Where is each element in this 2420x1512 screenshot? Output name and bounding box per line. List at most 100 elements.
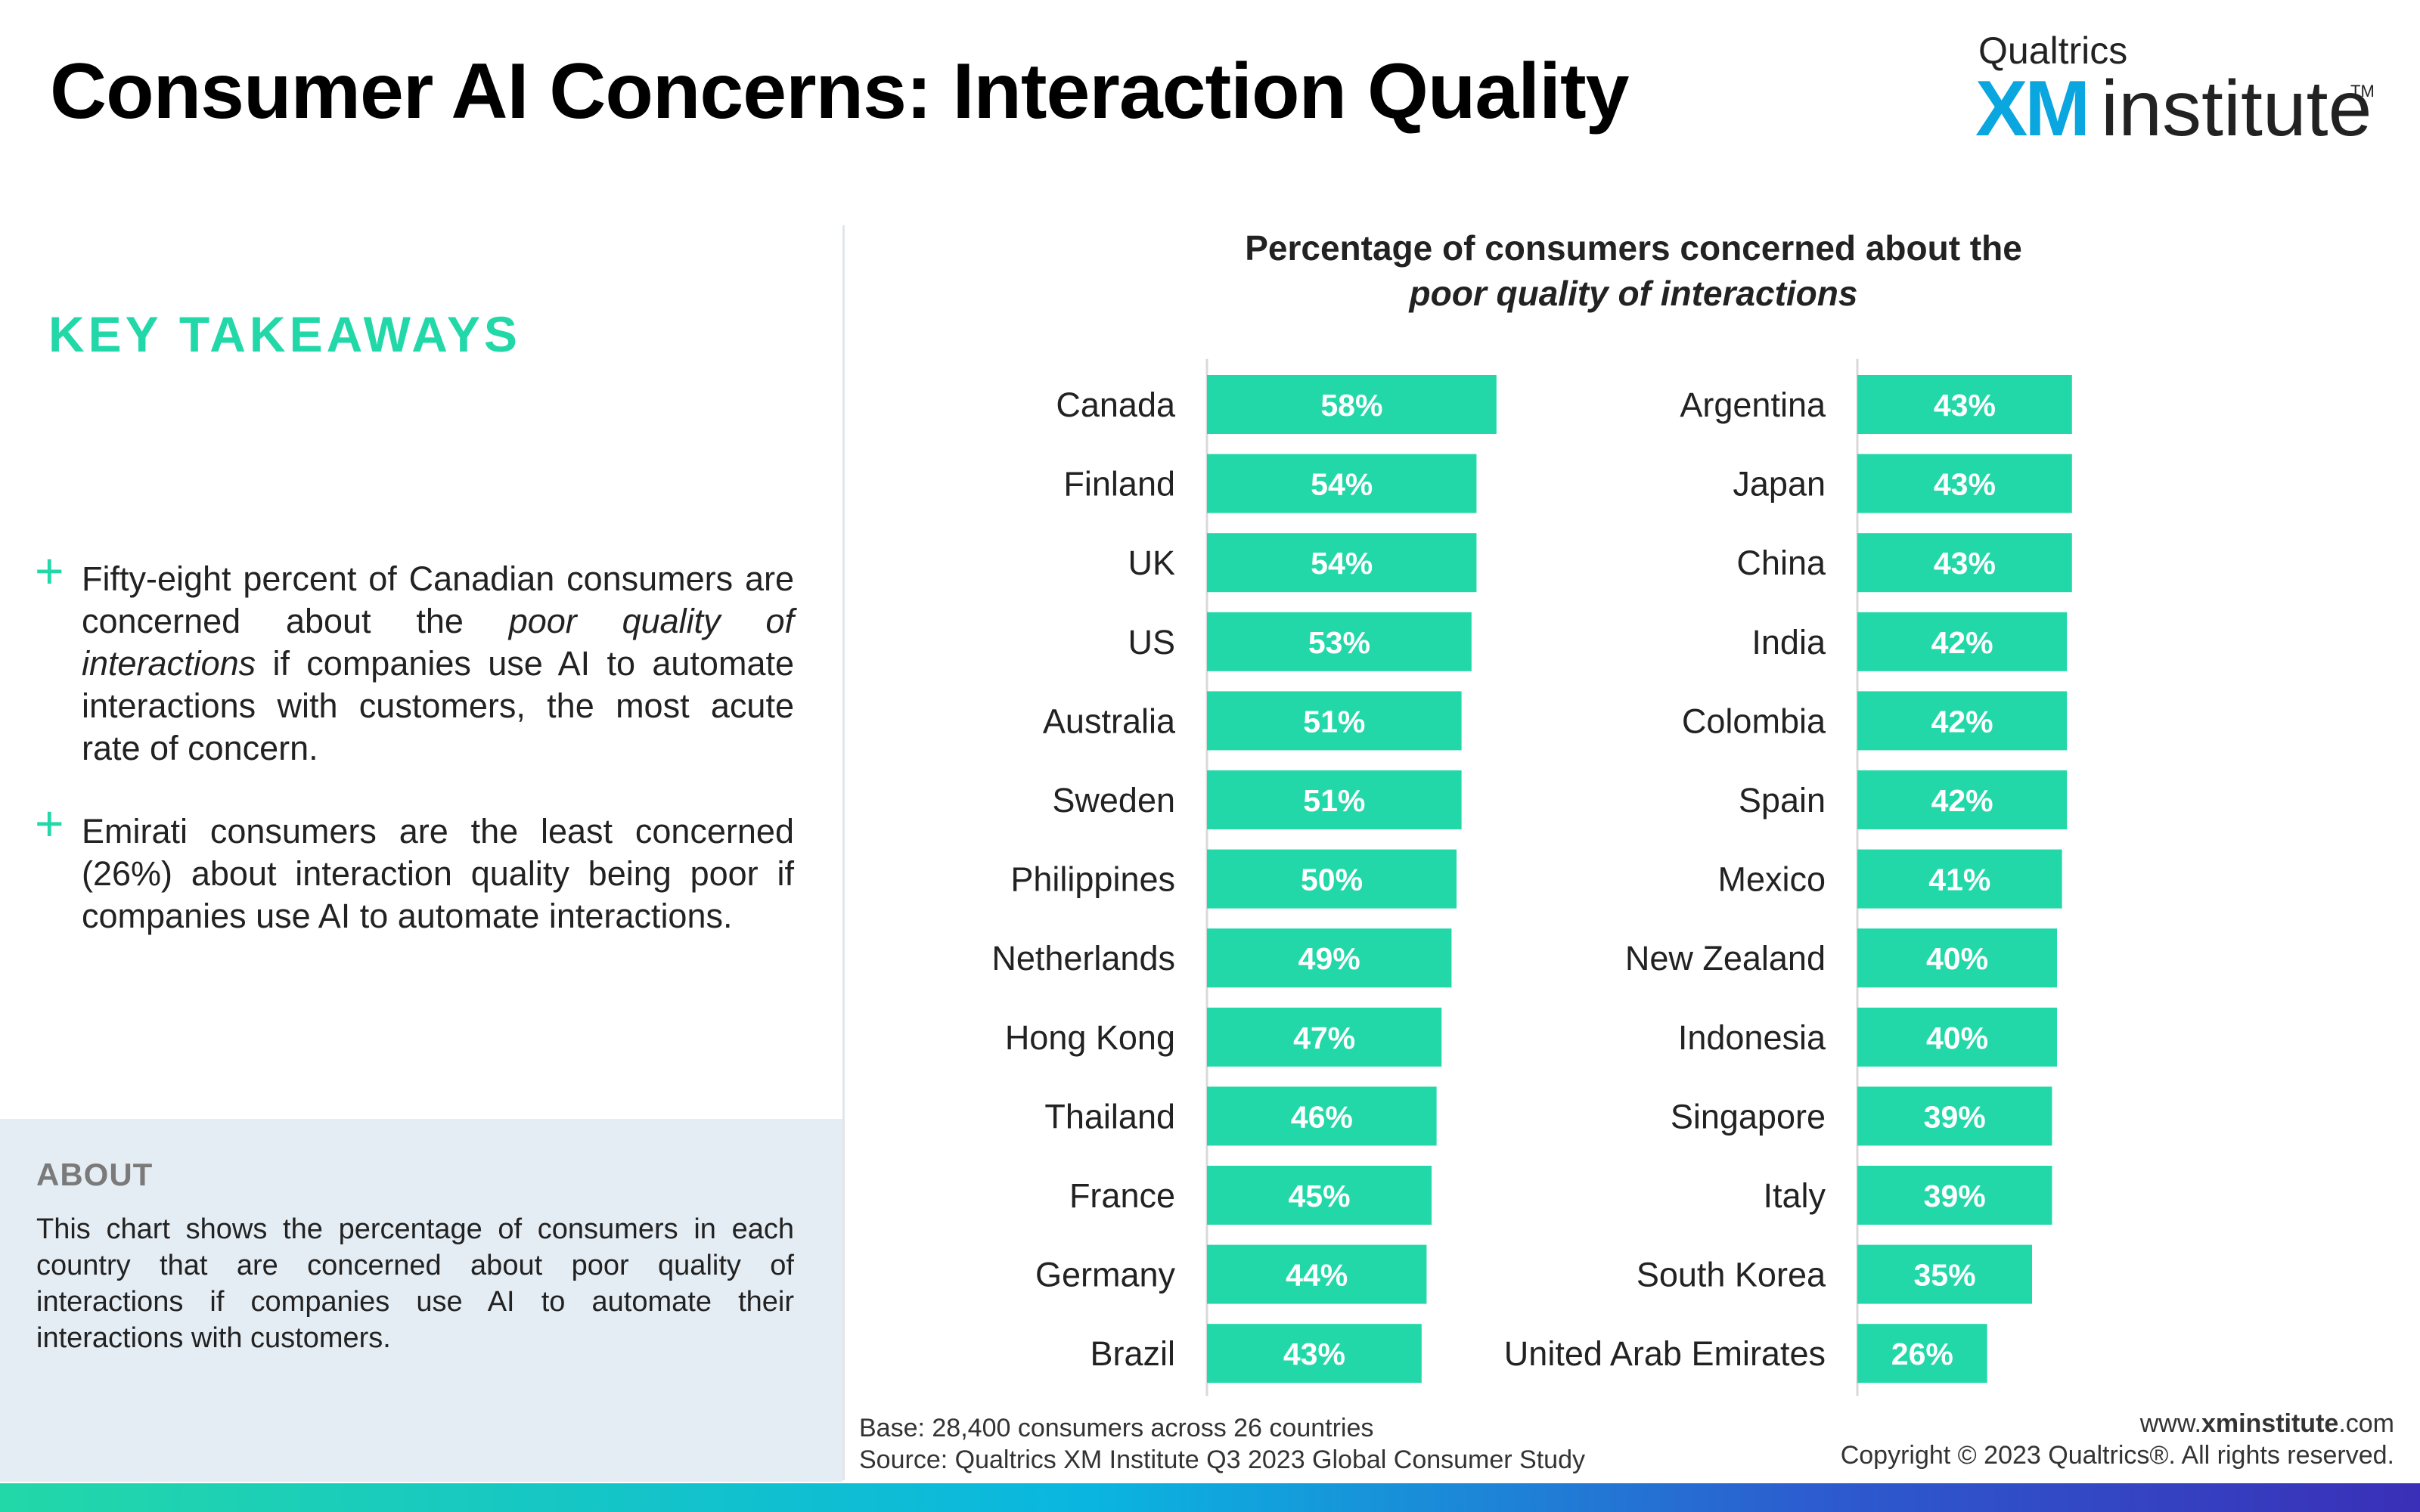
- data-label: 43%: [1934, 467, 1996, 502]
- takeaway-bullet-2: + Emirati consumers are the least concer…: [35, 798, 794, 937]
- bar: [1207, 1244, 1427, 1304]
- copyright-text: Copyright © 2023 Qualtrics®. All rights …: [1840, 1441, 2394, 1470]
- bar: [1207, 1007, 1442, 1067]
- data-label: 54%: [1311, 467, 1373, 502]
- category-label: Mexico: [1717, 860, 1826, 899]
- logo-qualtrics-text: Qualtrics: [1978, 29, 2128, 72]
- plus-icon: +: [35, 795, 64, 851]
- chart-subtitle: poor quality of interactions: [1409, 274, 1858, 313]
- logo-xm-text: XM: [1975, 65, 2090, 153]
- data-label: 44%: [1286, 1258, 1348, 1293]
- category-label: Argentina: [1680, 386, 1826, 424]
- data-label: 53%: [1308, 625, 1370, 660]
- about-text: This chart shows the percentage of consu…: [36, 1213, 794, 1354]
- category-label: US: [1128, 623, 1175, 662]
- about-panel: ABOUT This chart shows the percentage of…: [0, 1119, 842, 1482]
- bar: [1857, 533, 2072, 593]
- data-label: 50%: [1301, 863, 1363, 897]
- category-label: United Arab Emirates: [1504, 1334, 1826, 1373]
- bar: [1207, 1166, 1432, 1225]
- category-label: Brazil: [1090, 1334, 1175, 1373]
- page-title: Consumer AI Concerns: Interaction Qualit…: [50, 48, 1629, 135]
- bar: [1207, 770, 1462, 829]
- category-label: Thailand: [1044, 1097, 1175, 1136]
- bar: [1857, 375, 2072, 434]
- data-label: 42%: [1931, 783, 1993, 818]
- category-label: Singapore: [1671, 1097, 1826, 1136]
- data-label: 51%: [1303, 783, 1365, 818]
- category-label: Hong Kong: [1005, 1018, 1175, 1057]
- category-label: South Korea: [1637, 1256, 1826, 1294]
- footer-base: Base: 28,400 consumers across 26 countri…: [859, 1414, 1374, 1442]
- bar: [1857, 691, 2068, 751]
- footer-source: Source: Qualtrics XM Institute Q3 2023 G…: [859, 1445, 1586, 1474]
- bar: [1857, 454, 2072, 513]
- bar: [1857, 849, 2062, 909]
- category-label: UK: [1128, 544, 1175, 582]
- category-label: Japan: [1733, 465, 1826, 503]
- key-takeaways-heading: KEY TAKEAWAYS: [48, 306, 521, 362]
- data-label: 42%: [1931, 625, 1993, 660]
- footer-gradient-bar: [0, 1483, 2420, 1512]
- data-label: 41%: [1928, 863, 1990, 897]
- category-label: Colombia: [1682, 702, 1826, 740]
- category-label: China: [1736, 544, 1826, 582]
- data-label: 49%: [1298, 941, 1360, 976]
- bar: [1857, 1324, 1987, 1383]
- data-label: 47%: [1293, 1021, 1355, 1055]
- category-label: Spain: [1739, 781, 1826, 820]
- category-label: Germany: [1035, 1256, 1176, 1294]
- panel-divider: [842, 225, 845, 1480]
- category-label: Philippines: [1010, 860, 1175, 899]
- category-label: Sweden: [1052, 781, 1175, 820]
- data-label: 43%: [1934, 388, 1996, 423]
- data-label: 40%: [1926, 1021, 1988, 1055]
- bar: [1857, 1244, 2032, 1304]
- bar: [1857, 612, 2068, 671]
- data-label: 39%: [1924, 1099, 1986, 1134]
- data-label: 54%: [1311, 546, 1373, 581]
- chart-title: Percentage of consumers concerned about …: [1119, 225, 2148, 316]
- category-label: France: [1069, 1176, 1175, 1215]
- bar: [1207, 1324, 1422, 1383]
- bar: [1857, 770, 2068, 829]
- takeaway-bullet-1: + Fifty-eight percent of Canadian consum…: [35, 546, 794, 770]
- takeaway-text-2: Emirati consumers are the least concerne…: [82, 812, 794, 935]
- bar: [1857, 928, 2057, 988]
- bar: [1207, 454, 1477, 513]
- category-label: Canada: [1056, 386, 1176, 424]
- plus-icon: +: [35, 543, 64, 599]
- data-label: 51%: [1303, 704, 1365, 739]
- website-link[interactable]: www.xminstitute.com: [2139, 1409, 2394, 1438]
- category-label: New Zealand: [1625, 939, 1826, 978]
- category-label: Finland: [1063, 465, 1175, 503]
- data-label: 43%: [1283, 1337, 1345, 1371]
- bar: [1207, 691, 1462, 751]
- data-label: 46%: [1291, 1099, 1353, 1134]
- about-heading: ABOUT: [36, 1157, 154, 1192]
- bar: [1207, 375, 1497, 434]
- data-label: 26%: [1891, 1337, 1953, 1371]
- category-label: India: [1751, 623, 1826, 662]
- data-label: 58%: [1320, 388, 1382, 423]
- chart-title-line: Percentage of consumers concerned about …: [1245, 228, 2022, 268]
- data-label: 42%: [1931, 704, 1993, 739]
- data-label: 45%: [1288, 1179, 1350, 1213]
- data-label: 40%: [1926, 941, 1988, 976]
- bar: [1207, 849, 1457, 909]
- footer-notes: Base: 28,400 consumers across 26 countri…: [859, 1412, 1585, 1476]
- bar: [1857, 1086, 2052, 1146]
- footer-copyright-block: www.xminstitute.com Copyright © 2023 Qua…: [1841, 1408, 2394, 1471]
- data-label: 35%: [1913, 1258, 1975, 1293]
- bar: [1207, 1086, 1437, 1146]
- bar: [1857, 1166, 2052, 1225]
- bar: [1207, 533, 1477, 593]
- bar: [1207, 928, 1452, 988]
- data-label: 43%: [1934, 546, 1996, 581]
- category-label: Netherlands: [991, 939, 1175, 978]
- category-label: Indonesia: [1678, 1018, 1826, 1057]
- data-label: 39%: [1924, 1179, 1986, 1213]
- takeaway-text-1: Fifty-eight percent of Canadian consumer…: [82, 559, 794, 767]
- qualtrics-xm-institute-logo: Qualtrics XM institute TM: [1975, 29, 2376, 150]
